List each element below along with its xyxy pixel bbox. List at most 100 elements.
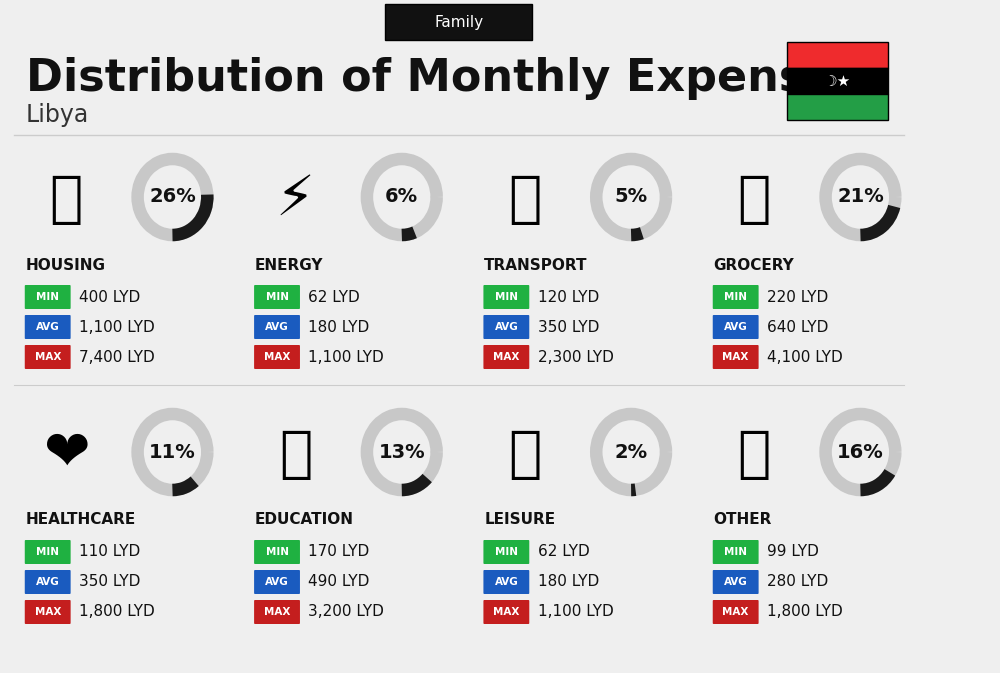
Text: AVG: AVG	[724, 577, 748, 587]
Text: EDUCATION: EDUCATION	[255, 513, 354, 528]
FancyBboxPatch shape	[25, 345, 71, 369]
Text: 🎓: 🎓	[279, 428, 312, 482]
Text: OTHER: OTHER	[714, 513, 772, 528]
Text: 490 LYD: 490 LYD	[308, 575, 370, 590]
Text: MAX: MAX	[722, 352, 749, 362]
Text: 3,200 LYD: 3,200 LYD	[308, 604, 384, 620]
Text: 62 LYD: 62 LYD	[308, 289, 360, 304]
Text: 🚌: 🚌	[508, 173, 541, 227]
FancyBboxPatch shape	[385, 4, 532, 40]
Text: 2,300 LYD: 2,300 LYD	[538, 349, 613, 365]
Text: MIN: MIN	[36, 292, 59, 302]
Text: AVG: AVG	[494, 577, 518, 587]
FancyBboxPatch shape	[483, 600, 529, 624]
Text: HEALTHCARE: HEALTHCARE	[26, 513, 136, 528]
FancyBboxPatch shape	[25, 570, 71, 594]
FancyBboxPatch shape	[483, 315, 529, 339]
FancyBboxPatch shape	[483, 345, 529, 369]
Text: 6%: 6%	[385, 188, 418, 207]
Text: MAX: MAX	[493, 352, 520, 362]
Text: 400 LYD: 400 LYD	[79, 289, 140, 304]
FancyBboxPatch shape	[713, 600, 759, 624]
FancyBboxPatch shape	[254, 540, 300, 564]
Text: 11%: 11%	[149, 443, 196, 462]
Text: MAX: MAX	[35, 607, 61, 617]
FancyBboxPatch shape	[483, 570, 529, 594]
Text: 220 LYD: 220 LYD	[767, 289, 828, 304]
Text: 62 LYD: 62 LYD	[538, 544, 589, 559]
FancyBboxPatch shape	[483, 285, 529, 309]
Text: AVG: AVG	[724, 322, 748, 332]
Text: MIN: MIN	[724, 547, 747, 557]
Text: MIN: MIN	[495, 292, 518, 302]
Text: 16%: 16%	[837, 443, 884, 462]
Text: MAX: MAX	[264, 352, 290, 362]
FancyBboxPatch shape	[254, 600, 300, 624]
Text: 🛍: 🛍	[508, 428, 541, 482]
Text: 13%: 13%	[378, 443, 425, 462]
Text: 2%: 2%	[615, 443, 648, 462]
Text: Libya: Libya	[26, 103, 89, 127]
FancyBboxPatch shape	[254, 285, 300, 309]
Text: AVG: AVG	[36, 577, 60, 587]
Text: MIN: MIN	[36, 547, 59, 557]
Text: 120 LYD: 120 LYD	[538, 289, 599, 304]
Text: MIN: MIN	[266, 292, 289, 302]
Text: 180 LYD: 180 LYD	[308, 320, 369, 334]
Text: 1,100 LYD: 1,100 LYD	[308, 349, 384, 365]
Text: 280 LYD: 280 LYD	[767, 575, 828, 590]
Text: MAX: MAX	[722, 607, 749, 617]
Text: LEISURE: LEISURE	[484, 513, 555, 528]
FancyBboxPatch shape	[25, 315, 71, 339]
Text: AVG: AVG	[265, 322, 289, 332]
FancyBboxPatch shape	[713, 540, 759, 564]
Text: MIN: MIN	[266, 547, 289, 557]
FancyBboxPatch shape	[713, 315, 759, 339]
Text: ❤: ❤	[43, 428, 89, 482]
Text: MIN: MIN	[724, 292, 747, 302]
Text: 👜: 👜	[737, 428, 771, 482]
Text: 170 LYD: 170 LYD	[308, 544, 369, 559]
Text: 640 LYD: 640 LYD	[767, 320, 828, 334]
Text: ENERGY: ENERGY	[255, 258, 324, 273]
Text: 1,800 LYD: 1,800 LYD	[79, 604, 155, 620]
FancyBboxPatch shape	[254, 570, 300, 594]
FancyBboxPatch shape	[254, 345, 300, 369]
Text: HOUSING: HOUSING	[26, 258, 106, 273]
Text: ⚡: ⚡	[276, 173, 315, 227]
Text: MAX: MAX	[493, 607, 520, 617]
Text: 1,100 LYD: 1,100 LYD	[538, 604, 613, 620]
FancyBboxPatch shape	[787, 68, 888, 94]
Text: 180 LYD: 180 LYD	[538, 575, 599, 590]
Text: 26%: 26%	[149, 188, 196, 207]
Text: TRANSPORT: TRANSPORT	[484, 258, 588, 273]
FancyBboxPatch shape	[713, 570, 759, 594]
Text: 7,400 LYD: 7,400 LYD	[79, 349, 155, 365]
FancyBboxPatch shape	[713, 285, 759, 309]
Text: 1,100 LYD: 1,100 LYD	[79, 320, 155, 334]
FancyBboxPatch shape	[787, 42, 888, 68]
FancyBboxPatch shape	[25, 285, 71, 309]
Text: 99 LYD: 99 LYD	[767, 544, 819, 559]
Text: 4,100 LYD: 4,100 LYD	[767, 349, 843, 365]
Text: 🛒: 🛒	[737, 173, 771, 227]
Text: AVG: AVG	[36, 322, 60, 332]
FancyBboxPatch shape	[254, 315, 300, 339]
Text: 1,800 LYD: 1,800 LYD	[767, 604, 843, 620]
Text: 350 LYD: 350 LYD	[79, 575, 140, 590]
Text: 350 LYD: 350 LYD	[538, 320, 599, 334]
Text: MAX: MAX	[264, 607, 290, 617]
FancyBboxPatch shape	[25, 600, 71, 624]
Text: Family: Family	[434, 15, 483, 30]
Text: 🏢: 🏢	[49, 173, 83, 227]
Text: GROCERY: GROCERY	[714, 258, 794, 273]
FancyBboxPatch shape	[713, 345, 759, 369]
FancyBboxPatch shape	[483, 540, 529, 564]
Text: AVG: AVG	[494, 322, 518, 332]
Text: MIN: MIN	[495, 547, 518, 557]
Text: 21%: 21%	[837, 188, 884, 207]
Text: 110 LYD: 110 LYD	[79, 544, 140, 559]
Text: AVG: AVG	[265, 577, 289, 587]
FancyBboxPatch shape	[787, 94, 888, 120]
Text: 5%: 5%	[615, 188, 648, 207]
